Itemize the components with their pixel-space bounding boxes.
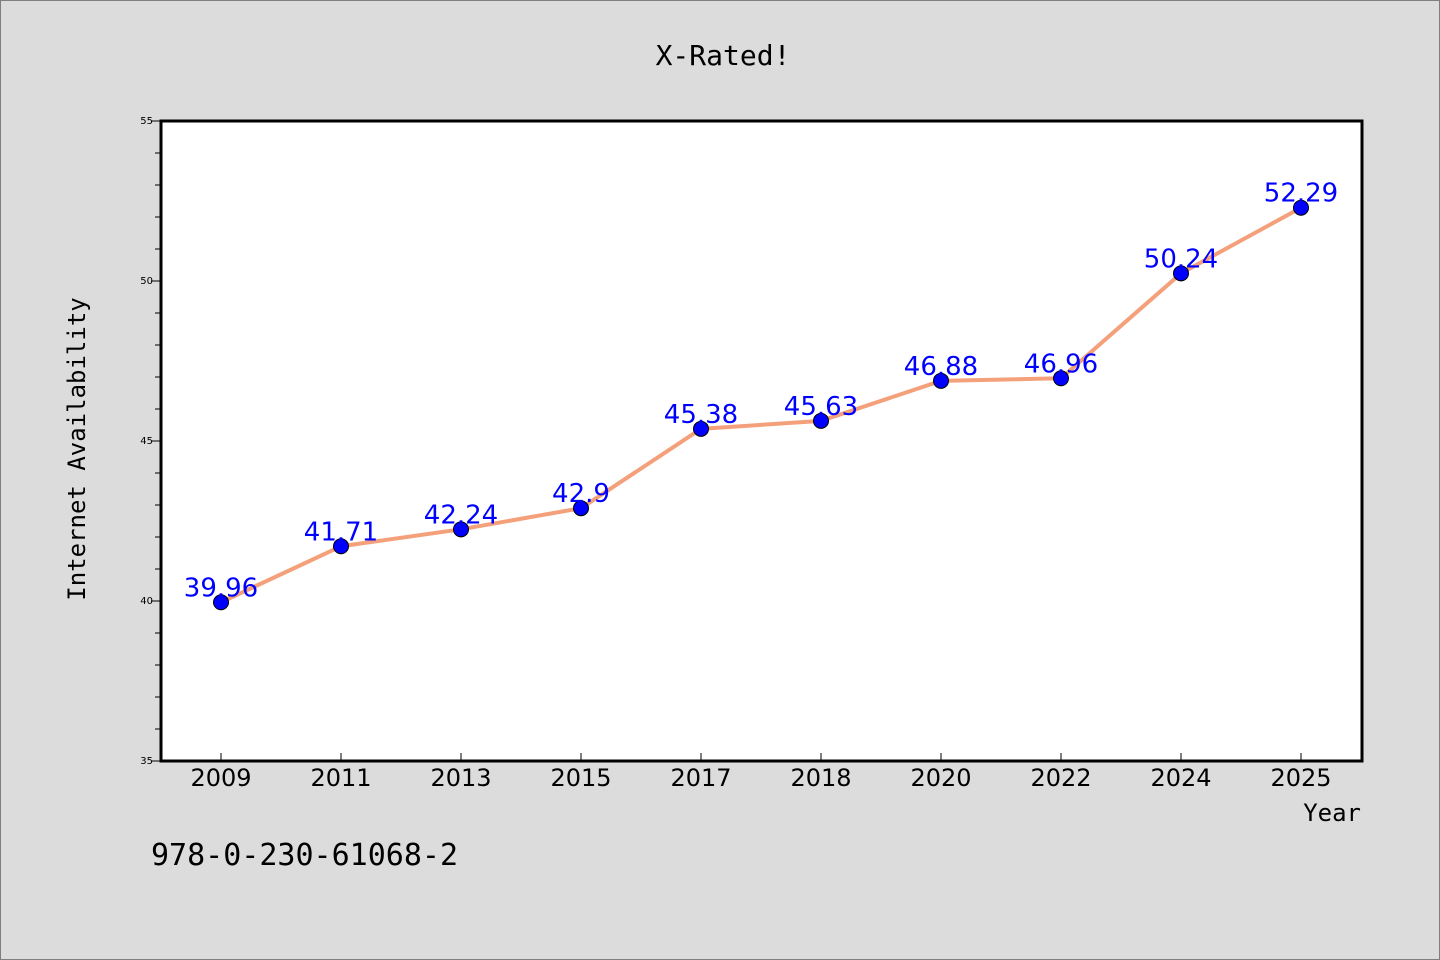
data-label-2024: 50.24 — [1144, 244, 1218, 274]
y-tick-label: 50 — [140, 276, 153, 287]
y-axis-label: Internet Availability — [63, 297, 91, 600]
data-point-2009 — [213, 594, 229, 611]
isbn-text: 978-0-230-61068-2 — [151, 838, 458, 873]
data-point-2011 — [333, 538, 349, 555]
y-tick-label: 40 — [140, 596, 153, 607]
plot-area — [161, 121, 1362, 761]
x-tick-label: 2017 — [670, 764, 731, 792]
data-label-2018: 45.63 — [784, 392, 858, 422]
y-tick-label: 45 — [140, 436, 153, 447]
data-label-2013: 42.24 — [424, 500, 498, 530]
plot-frame — [159, 119, 1364, 763]
data-label-2011: 41.71 — [304, 517, 378, 547]
data-point-2013 — [453, 521, 469, 538]
data-point-2025 — [1293, 199, 1309, 216]
data-label-2025: 52.29 — [1264, 179, 1338, 209]
data-label-2022: 46.96 — [1024, 349, 1098, 379]
data-point-2022 — [1053, 370, 1069, 387]
x-tick-label: 2015 — [550, 764, 611, 792]
data-label-2015: 42.9 — [552, 479, 610, 509]
series-markers — [213, 199, 1309, 611]
x-tick-label: 2013 — [430, 764, 491, 792]
data-point-2017 — [693, 420, 709, 437]
y-tick-label: 35 — [140, 756, 153, 767]
data-point-2024 — [1173, 265, 1189, 282]
data-point-2015 — [573, 500, 589, 517]
x-tick-label: 2020 — [910, 764, 971, 792]
data-label-2009: 39.96 — [184, 573, 258, 603]
y-tick-label: 55 — [140, 116, 153, 127]
x-tick-label: 2018 — [790, 764, 851, 792]
data-point-2018 — [813, 412, 829, 429]
chart-title: X-Rated! — [656, 39, 791, 72]
data-point-2020 — [933, 372, 949, 389]
x-tick-label: 2022 — [1030, 764, 1091, 792]
data-label-2017: 45.38 — [664, 400, 738, 430]
y-axis-ticks: 35 40 45 50 55 — [140, 116, 161, 767]
x-tick-label: 2011 — [310, 764, 371, 792]
data-labels: 39.96 41.71 42.24 42.9 45.38 45.63 46.88 46.96 5… — [184, 179, 1338, 604]
x-axis-ticks: 2009 2011 2013 2015 2017 2018 2020 2022 2024 2025 — [190, 753, 1332, 792]
series-line — [220, 205, 1302, 605]
x-tick-label: 2024 — [1150, 764, 1211, 792]
x-tick-label: 2025 — [1270, 764, 1331, 792]
x-axis-label: Year — [1303, 799, 1361, 827]
data-label-2020: 46.88 — [904, 352, 978, 382]
x-tick-label: 2009 — [190, 764, 251, 792]
